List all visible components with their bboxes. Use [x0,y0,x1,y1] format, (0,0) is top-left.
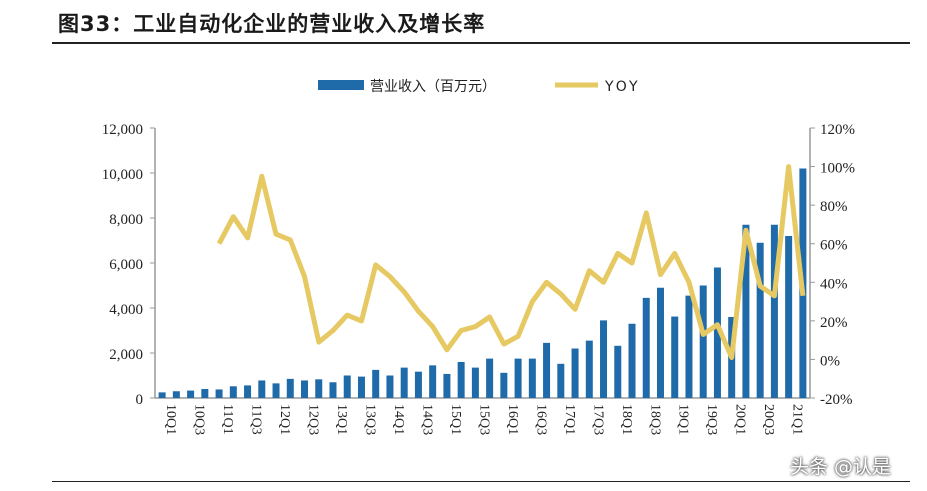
right-tick-label: 40% [820,276,848,292]
x-tick-label: 15Q3 [476,404,491,435]
revenue-bar [386,375,394,398]
revenue-bar [600,320,608,398]
revenue-bar [229,386,237,398]
x-tick-label: 18Q3 [647,404,662,435]
revenue-bar [528,358,536,398]
left-tick-label: 6,000 [109,257,143,273]
left-tick-label: 12,000 [102,122,143,138]
revenue-bar [557,363,565,398]
x-tick-label: 11Q1 [220,404,235,435]
x-tick-label: 13Q1 [334,404,349,435]
right-tick-label: 100% [820,161,855,177]
revenue-bar [172,391,180,398]
revenue-bar [571,348,579,398]
right-tick-label: 0% [820,353,840,369]
right-tick-label: 20% [820,315,848,331]
x-tick-label: 10Q3 [192,404,207,435]
legend-swatch-revenue [318,80,364,90]
revenue-bar [429,365,437,398]
figure-title: 图33：工业自动化企业的营业收入及增长率 [58,12,486,36]
x-tick-label: 16Q1 [505,404,520,435]
x-tick-label: 10Q1 [163,404,178,435]
x-tick-label: 12Q1 [277,404,292,435]
x-tick-label: 15Q1 [448,404,463,435]
left-tick-label: 8,000 [109,212,143,228]
legend-label-revenue: 营业收入（百万元） [370,79,496,95]
x-tick-label: 12Q3 [306,404,321,435]
legend-label-yoy: YOY [604,79,641,95]
revenue-bar [742,224,750,398]
x-tick-label: 20Q1 [733,404,748,435]
revenue-bar [585,340,593,398]
bottom-rule [52,481,910,482]
revenue-bar [258,380,266,398]
revenue-bar [343,375,351,398]
revenue-bar [443,373,451,398]
x-tick-label: 13Q3 [362,404,377,435]
revenue-bar [272,383,280,398]
left-tick-label: 4,000 [109,302,143,318]
revenue-bar [543,342,551,398]
revenue-bar [671,316,679,398]
x-tick-label: 18Q1 [619,404,634,435]
revenue-bar [286,378,294,398]
revenue-bar [158,392,166,398]
top-rule [52,42,910,44]
yoy-line [216,164,806,360]
x-tick-label: 11Q3 [249,404,264,435]
revenue-bar [315,379,323,398]
x-tick-label: 21Q1 [790,404,805,435]
x-tick-label: 14Q1 [391,404,406,435]
left-tick-label: 0 [136,392,144,408]
revenue-bar [500,372,508,398]
watermark: 头条 @认是 [790,456,892,478]
revenue-bar [301,380,309,398]
revenue-bar [201,389,209,398]
revenue-bar [770,224,778,398]
revenue-bar [656,287,664,398]
x-tick-label: 19Q3 [704,404,719,435]
x-tick-label: 16Q3 [533,404,548,435]
revenue-bar [357,376,365,398]
right-tick-label: 60% [820,238,848,254]
revenue-bar [244,385,252,398]
revenue-bar [372,369,380,398]
revenue-bar [699,285,707,398]
revenue-bar [514,358,522,398]
revenue-bar [471,367,479,398]
revenue-bar [685,295,693,398]
x-tick-label: 19Q1 [676,404,691,435]
right-tick-label: 80% [820,199,848,215]
revenue-bar [486,358,494,398]
revenue-bar [713,267,721,398]
revenue-bar [614,345,622,398]
revenue-bar [457,362,465,398]
x-tick-label: 20Q3 [761,404,776,435]
revenue-bar [756,242,764,398]
revenue-bar [628,323,636,398]
left-tick-label: 2,000 [109,347,143,363]
revenue-bar [329,382,337,398]
x-tick-label: 17Q3 [590,404,605,435]
revenue-bar [785,236,793,398]
revenue-bar [400,367,408,398]
left-tick-label: 10,000 [102,167,143,183]
x-tick-label: 17Q1 [562,404,577,435]
right-tick-label: 120% [820,122,855,138]
right-tick-label: -20% [820,392,853,408]
x-tick-label: 14Q3 [419,404,434,435]
revenue-bar [187,390,195,398]
revenue-bar [414,371,422,398]
revenue-bar [215,389,223,398]
revenue-bar [642,297,650,398]
